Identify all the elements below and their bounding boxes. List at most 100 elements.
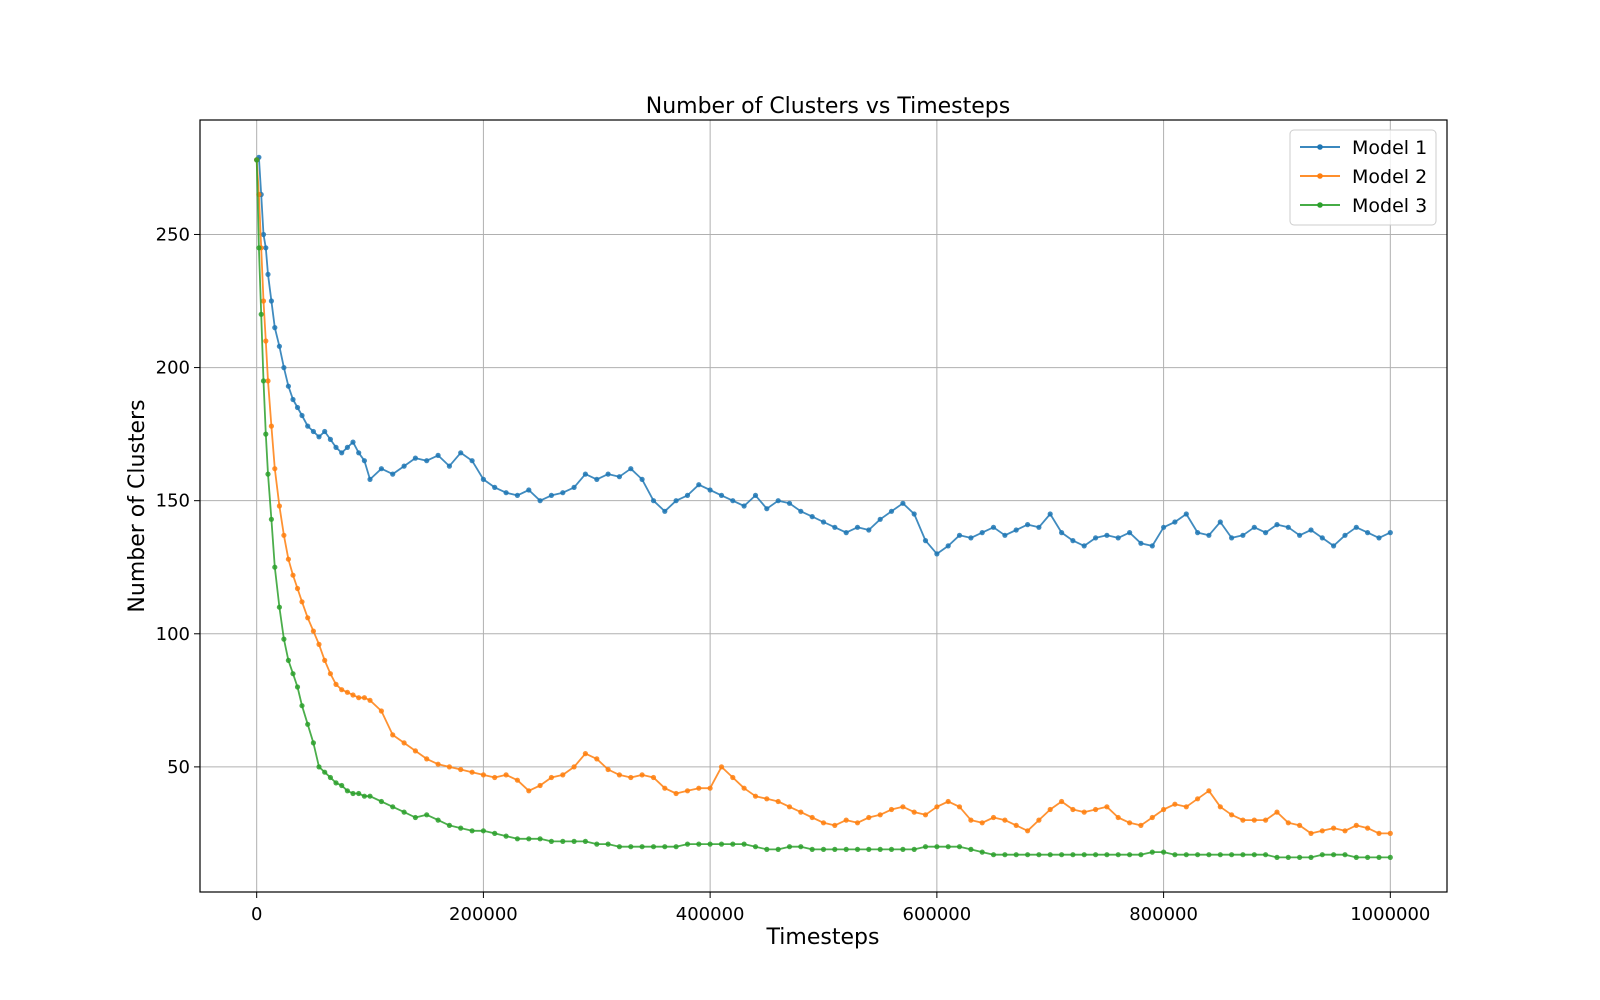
- data-point: [707, 487, 713, 493]
- data-point: [537, 836, 543, 842]
- data-point: [285, 657, 291, 664]
- data-point: [1047, 806, 1053, 813]
- data-point: [650, 844, 657, 850]
- data-point: [350, 439, 356, 445]
- data-point: [888, 508, 895, 514]
- x-tick-label: 600000: [903, 904, 972, 925]
- data-point: [616, 844, 623, 850]
- data-point: [979, 849, 985, 855]
- data-point: [786, 500, 793, 506]
- data-point: [290, 671, 296, 677]
- data-point: [480, 772, 486, 778]
- data-point: [945, 844, 951, 850]
- data-point: [764, 796, 770, 802]
- data-point: [1206, 532, 1212, 538]
- data-point: [1138, 822, 1144, 829]
- data-point: [1025, 852, 1031, 858]
- data-point: [1206, 788, 1212, 794]
- data-point: [361, 793, 367, 799]
- data-point: [322, 657, 328, 664]
- data-point: [1229, 535, 1235, 541]
- data-point: [1263, 530, 1269, 536]
- data-point: [684, 841, 691, 847]
- data-point: [1025, 522, 1031, 528]
- data-point: [1274, 522, 1280, 528]
- data-point: [327, 671, 333, 677]
- data-point: [571, 764, 577, 770]
- data-point: [294, 684, 301, 690]
- data-point: [316, 434, 322, 440]
- data-point: [1036, 524, 1042, 530]
- data-point: [990, 852, 997, 858]
- data-point: [1195, 796, 1201, 802]
- data-point: [1127, 852, 1133, 858]
- data-point: [1285, 854, 1291, 861]
- data-point: [832, 524, 838, 530]
- data-point: [911, 511, 917, 517]
- data-point: [1127, 530, 1133, 536]
- data-point: [263, 338, 269, 344]
- data-point: [322, 428, 328, 435]
- data-point: [492, 774, 498, 781]
- data-point: [401, 463, 407, 469]
- data-point: [1331, 543, 1337, 549]
- data-point: [480, 476, 486, 482]
- data-point: [684, 788, 691, 794]
- data-point: [265, 471, 271, 477]
- data-point: [469, 769, 475, 775]
- data-point: [718, 764, 725, 770]
- data-point: [1365, 825, 1371, 831]
- data-point: [696, 482, 702, 488]
- data-point: [1285, 524, 1291, 530]
- chart-title: Number of Clusters vs Timesteps: [646, 94, 1010, 119]
- data-point: [1149, 849, 1155, 855]
- data-point: [276, 503, 282, 509]
- data-point: [866, 527, 872, 533]
- data-point: [900, 500, 906, 506]
- data-point: [820, 846, 827, 853]
- data-point: [582, 751, 589, 757]
- data-point: [548, 774, 555, 781]
- data-point: [1206, 852, 1212, 858]
- data-point: [968, 846, 974, 853]
- data-point: [911, 846, 917, 853]
- data-point: [316, 764, 322, 770]
- data-point: [639, 476, 645, 482]
- data-point: [775, 498, 781, 504]
- data-point: [798, 508, 804, 514]
- data-point: [832, 846, 838, 853]
- data-point: [1115, 852, 1121, 858]
- data-point: [254, 157, 260, 163]
- data-point: [361, 458, 367, 464]
- data-point: [968, 535, 974, 541]
- data-point: [639, 772, 645, 778]
- data-point: [945, 543, 951, 549]
- data-point: [548, 492, 555, 498]
- data-point: [820, 519, 827, 525]
- data-point: [1183, 804, 1189, 810]
- data-point: [1149, 814, 1155, 821]
- y-tick-label: 150: [156, 491, 190, 512]
- data-point: [412, 814, 418, 821]
- y-tick-label: 200: [156, 358, 190, 379]
- data-point: [344, 788, 350, 794]
- data-point: [571, 484, 577, 490]
- data-point: [662, 785, 668, 791]
- data-point: [571, 838, 577, 845]
- data-point: [272, 325, 278, 331]
- data-point: [424, 756, 430, 762]
- data-point: [1081, 543, 1087, 549]
- data-point: [344, 444, 350, 450]
- data-point: [1229, 852, 1235, 858]
- data-point: [594, 841, 600, 847]
- data-point: [1093, 852, 1099, 858]
- data-point: [469, 828, 475, 834]
- data-point: [294, 404, 301, 411]
- data-point: [888, 806, 895, 813]
- data-point: [1251, 817, 1257, 823]
- data-point: [832, 822, 838, 829]
- grid-lines: [200, 120, 1447, 892]
- data-point: [458, 825, 464, 831]
- series-1: [254, 154, 1393, 557]
